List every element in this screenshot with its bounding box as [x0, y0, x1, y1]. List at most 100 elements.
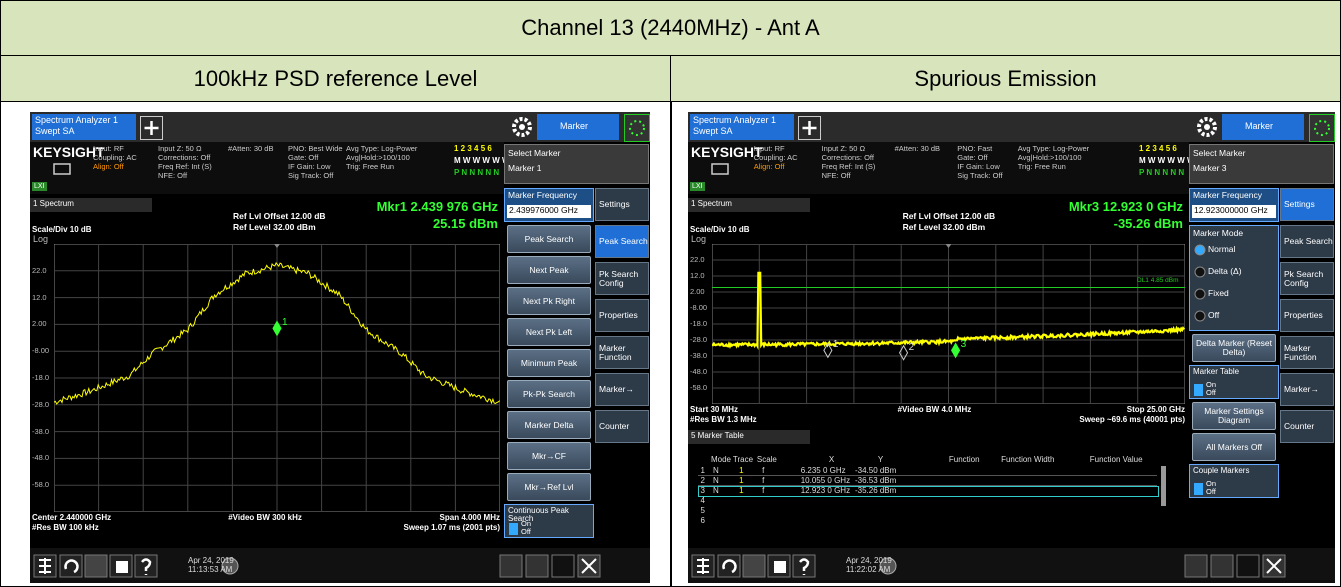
- side-tab[interactable]: Marker Function: [595, 336, 649, 369]
- side-tab-label: Counter: [599, 421, 630, 432]
- softkey[interactable]: Mkr→Ref Lvl: [507, 473, 591, 501]
- trace-indicator: P N N N N N: [1139, 168, 1185, 177]
- softkey[interactable]: Next Pk Right: [507, 287, 591, 315]
- side-tab[interactable]: Properties: [1280, 299, 1334, 332]
- softkey-label: Next Pk Left: [525, 326, 573, 337]
- side-tab[interactable]: Marker→: [595, 373, 649, 406]
- task-icon: [551, 554, 575, 578]
- y-tick-label: -38.0: [32, 426, 50, 436]
- task-icon: [1184, 554, 1208, 578]
- softkey[interactable]: All Markers Off: [1192, 433, 1276, 461]
- toggle-off: Off: [1206, 388, 1216, 397]
- radio: [1194, 266, 1206, 283]
- chat-icon: [879, 557, 897, 575]
- side-tab[interactable]: Marker Function: [1280, 336, 1334, 369]
- side-tab-label: Peak Search: [1284, 236, 1333, 247]
- side-tab-label: Settings: [1284, 199, 1315, 210]
- table-header: Function: [948, 455, 980, 464]
- mode-group: Marker Mode Normal Delta (Δ) Fixed Off: [1189, 225, 1279, 331]
- side-tab[interactable]: Properties: [595, 299, 649, 332]
- title: Channel 13 (2440MHz) - Ant A: [521, 15, 820, 40]
- softkey[interactable]: Delta Marker (Reset Delta): [1192, 334, 1276, 362]
- analyzer-screen: Spectrum Analyzer 1 Swept SA Marker KEYSIGH…: [30, 112, 650, 583]
- reference-text: Ref Lvl Offset 12.00 dB: [232, 211, 326, 221]
- y-tick-label: -18.0: [690, 319, 708, 328]
- toggle-key: Continuous Peak Search On Off: [504, 504, 594, 538]
- table-header: X: [828, 455, 835, 464]
- side-tab[interactable]: Pk Search Config: [595, 262, 649, 295]
- table-cell: 4: [700, 496, 705, 505]
- settings-icon: [1195, 115, 1219, 144]
- info-text: Coupling: AC: [93, 153, 137, 162]
- marker-label: 2: [908, 341, 915, 353]
- marker-label: 1: [832, 339, 839, 351]
- info-text: Sig Track: Off: [957, 171, 1003, 180]
- select-marker-text: Marker 3: [1193, 163, 1227, 173]
- toggle-on: On: [1206, 479, 1217, 488]
- softkey[interactable]: Marker Settings Diagram: [1192, 402, 1276, 430]
- side-tab[interactable]: Counter: [1280, 410, 1334, 443]
- analyzer-screen: Spectrum Analyzer 1 Swept SA Marker KEYSIGH…: [688, 112, 1335, 583]
- app-tab-text: Swept SA: [35, 126, 75, 136]
- bottom-text: Sweep ~69.6 ms (40001 pts): [1079, 415, 1185, 424]
- side-tab[interactable]: Peak Search: [1280, 225, 1334, 258]
- file-glyph: [774, 561, 786, 573]
- toggle-label: Marker Table: [1193, 367, 1240, 376]
- side-tab-label: Peak Search: [599, 236, 648, 247]
- info-text: Input Z: 50 Ω: [821, 144, 866, 153]
- table-cell: f: [762, 476, 765, 485]
- y-tick-label: 22.0: [690, 255, 705, 264]
- softkey[interactable]: Next Peak: [507, 256, 591, 284]
- table-cell: 1: [739, 486, 744, 495]
- option-label: Normal: [1208, 244, 1236, 254]
- y-tick-label: -8.00: [32, 346, 50, 356]
- menu-button: Marker: [1222, 114, 1304, 140]
- toggle-key: Couple Markers On Off: [1189, 464, 1279, 498]
- info-text: Coupling: AC: [753, 153, 798, 162]
- info-text: Avg Type: Log-Power: [1017, 144, 1090, 153]
- center-indicator: [945, 244, 952, 248]
- softkey[interactable]: Marker Delta: [507, 411, 591, 439]
- help-glyph: [799, 558, 810, 575]
- windows-glyph: [39, 558, 51, 574]
- plus: [802, 121, 817, 135]
- table-header: Trace: [732, 455, 754, 464]
- field-label: Marker Frequency: [508, 190, 577, 200]
- scale-text: Scale/Div 10 dB: [32, 225, 92, 234]
- gear-hub: [519, 124, 525, 130]
- softkey[interactable]: Next Pk Left: [507, 318, 591, 346]
- screen-icon: [52, 162, 74, 183]
- plus: [144, 121, 159, 135]
- side-tab[interactable]: Settings: [595, 188, 649, 221]
- info-text: Trig: Free Run: [346, 162, 395, 171]
- table-cell: -35.26 dBm: [854, 486, 897, 495]
- softkey[interactable]: Mkr→CF: [507, 442, 591, 470]
- side-tab-label: Properties: [599, 310, 638, 321]
- trace-indicator: M W W W W W: [1139, 156, 1195, 165]
- softkey[interactable]: Pk-Pk Search: [507, 380, 591, 408]
- settings-icon-svg: [512, 117, 532, 137]
- side-tab[interactable]: Peak Search: [595, 225, 649, 258]
- bottom-text: Center 2.440000 GHz: [32, 513, 112, 522]
- side-tab[interactable]: Counter: [595, 410, 649, 443]
- menu-text: Marker: [559, 121, 588, 131]
- plot: [711, 243, 1186, 409]
- side-tab[interactable]: Settings: [1280, 188, 1334, 221]
- info-bar: [30, 142, 504, 194]
- softkey[interactable]: Minimum Peak: [507, 349, 591, 377]
- row-line: [698, 485, 1157, 486]
- side-tab-label: Settings: [599, 199, 630, 210]
- softkey[interactable]: Peak Search: [507, 225, 591, 253]
- log-text: Log: [691, 234, 707, 244]
- side-tab[interactable]: Marker→: [1280, 373, 1334, 406]
- y-tick-label: -28.0: [690, 335, 708, 344]
- help-glyph: [141, 558, 152, 575]
- info-text: Avg Type: Log-Power: [346, 144, 418, 153]
- side-tab[interactable]: Pk Search Config: [1280, 262, 1334, 295]
- y-tick-label: 2.00: [690, 287, 705, 296]
- radio-dot: [1194, 266, 1206, 278]
- taskbar-icons: [30, 553, 650, 583]
- softkey-label: All Markers Off: [1205, 441, 1263, 452]
- table-header: Mode: [710, 455, 731, 464]
